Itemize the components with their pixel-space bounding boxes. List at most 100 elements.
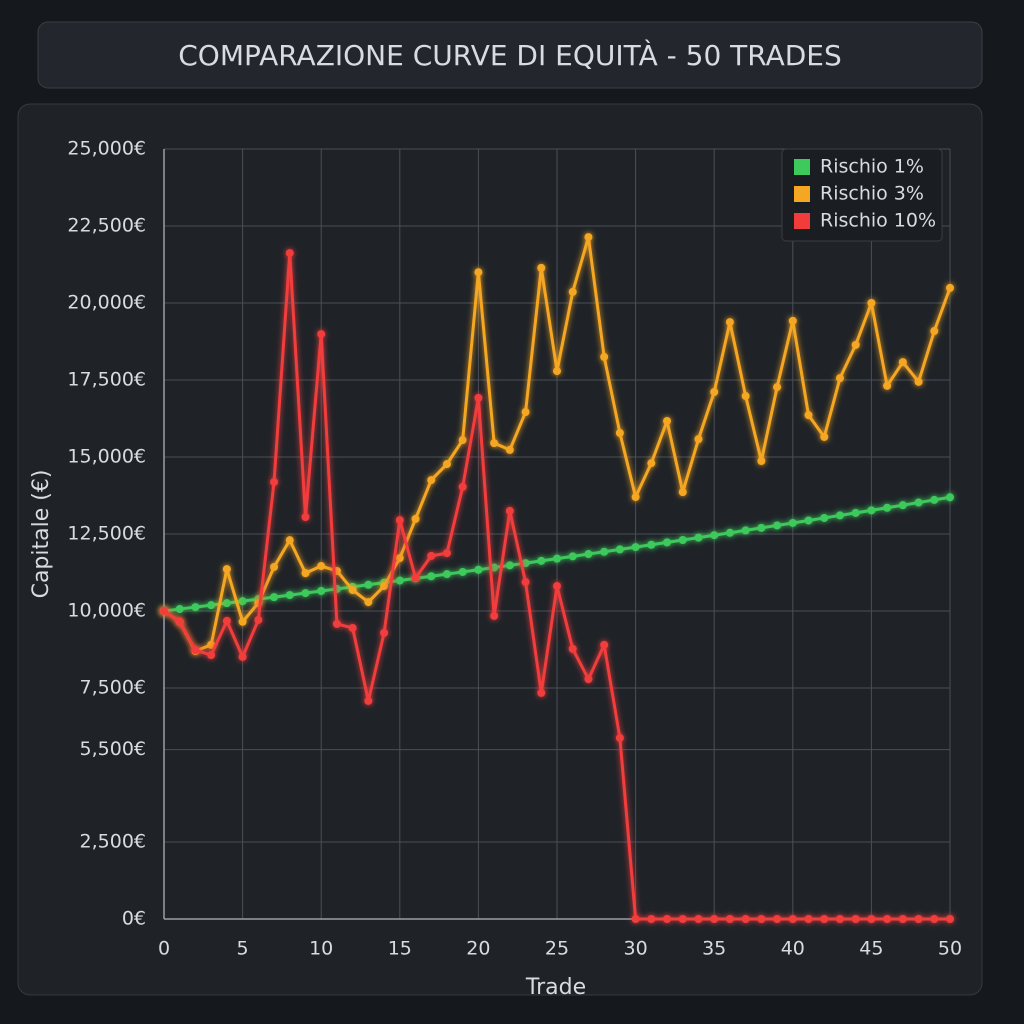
data-point [505,561,514,570]
x-tick-label: 20 [466,938,490,960]
data-point [741,526,750,535]
data-point [773,383,782,392]
title-box [37,21,983,89]
plot-panel [17,103,983,996]
data-point [254,615,263,624]
data-point [773,915,782,923]
data-point [505,445,514,454]
legend-label: Rischio 10% [820,210,936,232]
data-point [914,377,923,386]
x-tick-label: 50 [938,938,962,960]
data-point [694,533,703,542]
data-point [490,611,499,620]
data-point [458,567,467,576]
x-tick-label: 25 [545,938,569,960]
data-point [568,287,577,296]
data-point [851,508,860,517]
data-point [741,392,750,401]
data-point [757,523,766,532]
data-point [427,551,436,560]
data-point [615,733,624,742]
data-point [678,488,687,497]
data-point [537,556,546,565]
legend-swatch [794,159,810,175]
x-tick-label: 5 [237,938,249,960]
data-point [474,565,483,574]
data-point [804,411,813,420]
data-point [631,915,640,923]
data-point [364,580,373,589]
data-point [191,603,200,612]
data-point [898,501,907,510]
data-point [395,576,404,585]
x-axis-label: Trade [525,975,586,1000]
data-point [804,516,813,525]
x-tick-label: 40 [781,938,805,960]
data-point [725,528,734,537]
data-point [694,915,703,923]
data-point [285,249,294,258]
series [160,249,954,923]
data-point [600,547,609,556]
x-tick-label: 45 [859,938,883,960]
data-point [238,652,247,661]
data-point [427,476,436,485]
data-point [222,599,231,608]
data-point [820,513,829,522]
data-point [867,299,876,307]
data-point [380,628,389,637]
x-tick-label: 15 [388,938,412,960]
data-point [725,915,734,923]
y-tick-label: 10,000€ [67,600,146,622]
data-point [757,457,766,466]
data-point [238,597,247,606]
data-point [584,675,593,684]
data-point [867,915,876,923]
data-point [317,587,326,596]
data-point [898,358,907,367]
data-point [458,436,467,445]
data-point [615,428,624,437]
data-point [898,915,907,923]
data-point [946,493,954,502]
chart-title: COMPARAZIONE CURVE DI EQUITÀ - 50 TRADES [178,38,842,72]
data-point [160,607,168,615]
data-point [458,482,467,491]
data-point [788,915,797,923]
y-tick-label: 25,000€ [67,138,146,160]
data-point [442,460,451,469]
data-point [442,549,451,558]
x-tick-label: 30 [624,938,648,960]
data-point [380,582,389,591]
data-point [883,381,892,390]
data-point [348,586,357,595]
y-tick-label: 15,000€ [67,446,146,468]
data-point [474,393,483,402]
data-point [395,554,404,563]
x-tick-label: 0 [158,938,170,960]
data-point [175,617,184,626]
data-point [914,498,923,507]
legend-label: Rischio 3% [820,183,924,205]
data-point [270,593,279,602]
data-point [647,540,656,549]
data-point [914,915,923,923]
data-point [285,536,294,545]
data-point [332,619,341,628]
legend-swatch [794,186,810,202]
data-point [930,495,939,504]
data-point [867,506,876,515]
data-point [317,330,326,339]
data-point [883,915,892,923]
data-point [663,538,672,547]
data-point [191,646,200,655]
data-point [270,562,279,571]
data-point [207,640,216,649]
data-point [930,915,939,923]
data-point [301,513,310,522]
data-point [411,574,420,583]
data-point [207,651,216,660]
data-point [364,696,373,705]
data-point [820,915,829,923]
y-tick-label: 5,500€ [80,738,146,760]
